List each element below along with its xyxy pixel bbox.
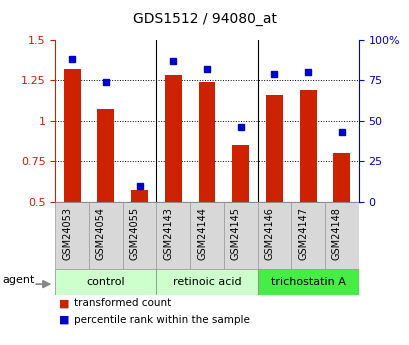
- Text: transformed count: transformed count: [74, 298, 171, 308]
- Text: GSM24147: GSM24147: [297, 207, 308, 260]
- Text: ■: ■: [59, 298, 70, 308]
- Bar: [265, 95, 282, 202]
- Bar: [324, 202, 358, 269]
- Bar: [55, 202, 89, 269]
- Bar: [299, 90, 316, 202]
- Bar: [122, 202, 156, 269]
- Text: control: control: [86, 277, 125, 287]
- Text: GSM24148: GSM24148: [331, 207, 341, 260]
- Bar: [257, 202, 291, 269]
- Text: percentile rank within the sample: percentile rank within the sample: [74, 315, 249, 325]
- Bar: [97, 109, 114, 202]
- Text: retinoic acid: retinoic acid: [172, 277, 241, 287]
- Bar: [156, 269, 257, 295]
- Text: GSM24146: GSM24146: [264, 207, 274, 260]
- Text: GSM24054: GSM24054: [96, 207, 106, 260]
- Text: GSM24143: GSM24143: [163, 207, 173, 260]
- Bar: [333, 153, 349, 202]
- Bar: [156, 202, 190, 269]
- Text: GSM24053: GSM24053: [62, 207, 72, 260]
- Bar: [55, 269, 156, 295]
- Text: GSM24144: GSM24144: [197, 207, 207, 260]
- Bar: [291, 202, 324, 269]
- Bar: [164, 75, 181, 202]
- Bar: [64, 69, 81, 202]
- Text: ■: ■: [59, 315, 70, 325]
- Bar: [89, 202, 122, 269]
- Bar: [198, 82, 215, 202]
- Text: GSM24055: GSM24055: [129, 207, 139, 260]
- Bar: [257, 269, 358, 295]
- Bar: [190, 202, 223, 269]
- Bar: [131, 190, 148, 202]
- Bar: [232, 145, 249, 202]
- Text: agent: agent: [2, 275, 34, 285]
- Bar: [223, 202, 257, 269]
- Text: GDS1512 / 94080_at: GDS1512 / 94080_at: [133, 12, 276, 26]
- Text: GSM24145: GSM24145: [230, 207, 240, 260]
- Text: trichostatin A: trichostatin A: [270, 277, 345, 287]
